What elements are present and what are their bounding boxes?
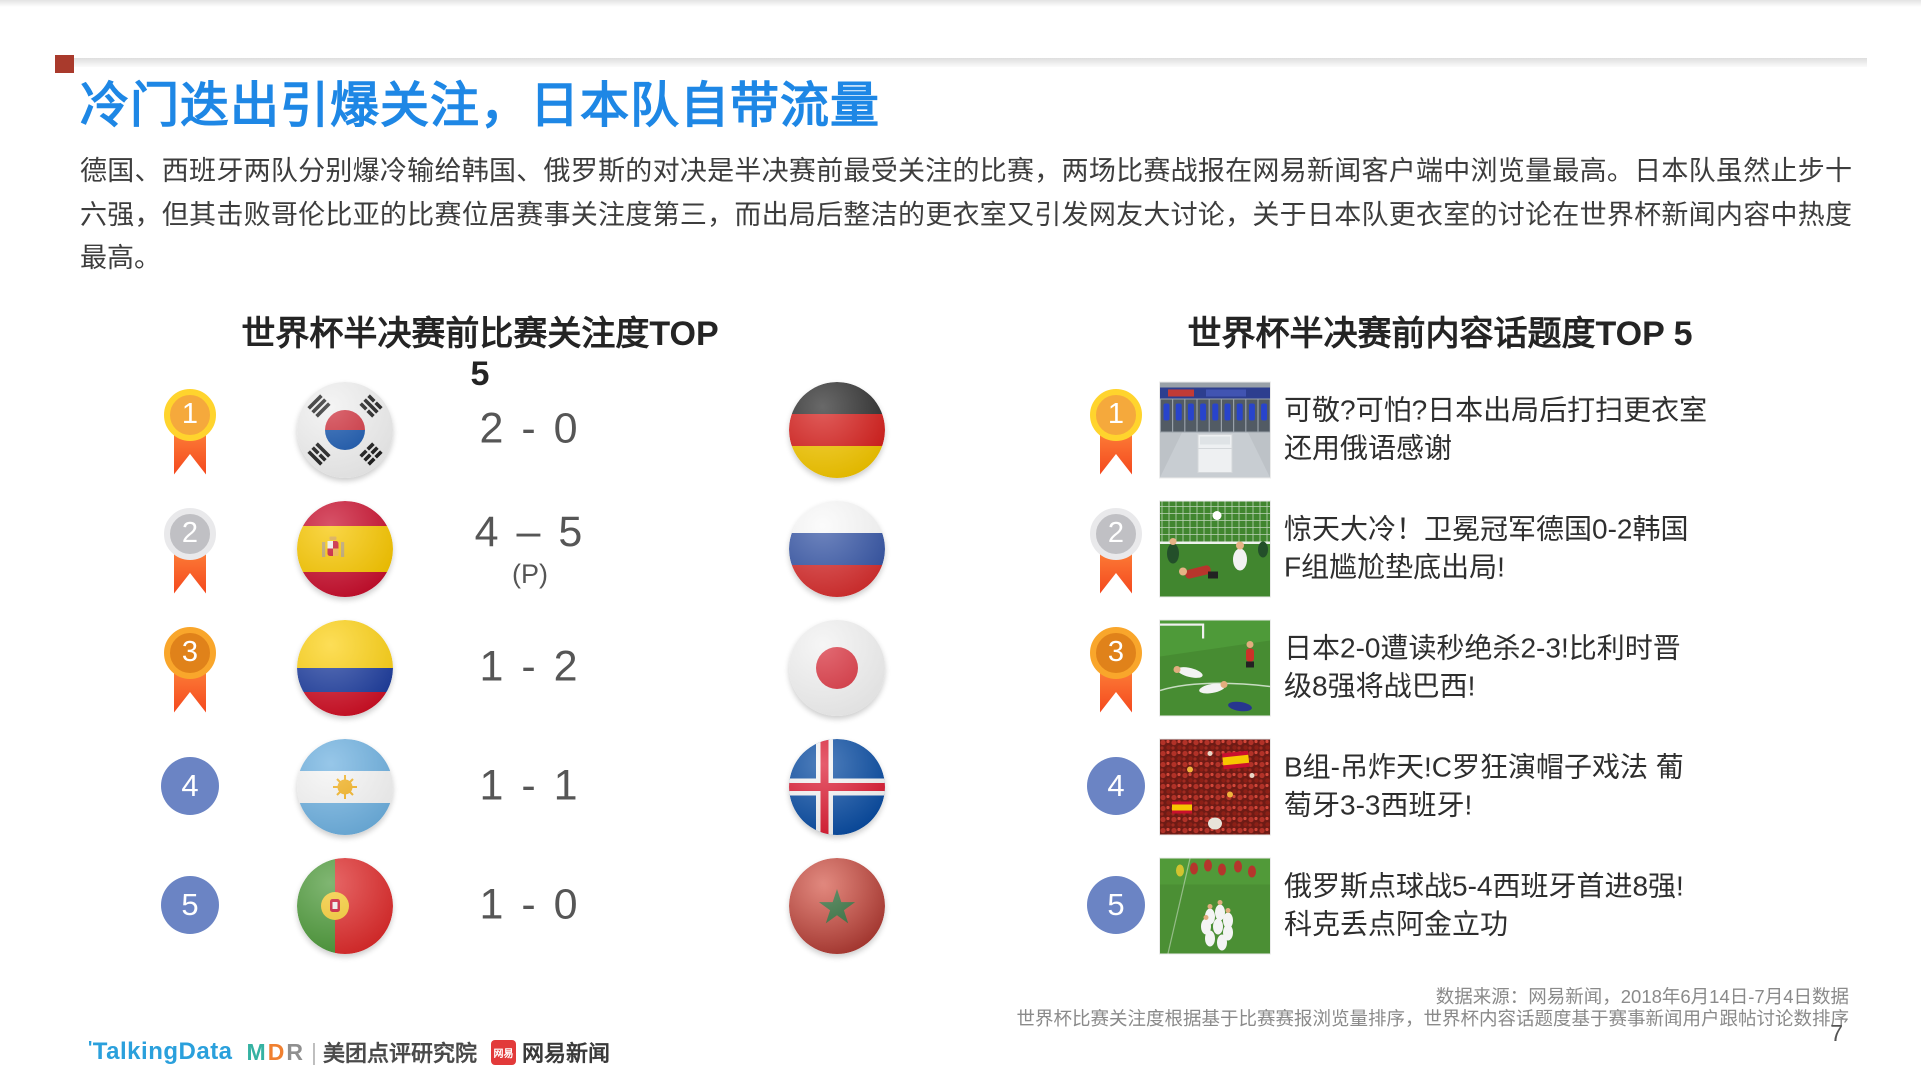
score-block: 2 - 0	[430, 404, 630, 455]
header-accent-line	[55, 58, 1867, 67]
flag-japan-icon	[789, 619, 885, 716]
slide-top-shadow	[0, 0, 1921, 7]
gold-medal-icon: 1	[1084, 388, 1148, 483]
logo-divider: |	[310, 1038, 317, 1065]
netease-news-label: 网易新闻	[521, 1041, 610, 1066]
match-score: 1 - 1	[479, 761, 581, 809]
mdr-letter-d: D	[267, 1038, 285, 1065]
score-block: 4 – 5 (P)	[430, 508, 630, 590]
bronze-medal-icon: 3	[1084, 626, 1148, 721]
talkingdata-tick-icon: '	[88, 1038, 93, 1058]
japan-belgium-photo	[1160, 620, 1270, 715]
rank-4-badge: 4	[158, 756, 222, 817]
news-headline: 俄罗斯点球战5-4西班牙首进8强!科克丢点阿金立功	[1284, 869, 1684, 940]
flag-argentina-icon	[297, 738, 393, 835]
rank-number: 4	[1087, 756, 1145, 815]
mdr-letter-r: R	[286, 1038, 303, 1065]
match-row-4: 4 1 - 1	[0, 727, 1921, 846]
rank-5-badge: 5	[1084, 875, 1148, 936]
netease-badge-icon: 网易	[490, 1039, 516, 1065]
source-line-1: 数据来源：网易新闻，2018年6月14日-7月4日数据	[1435, 986, 1849, 1007]
silver-medal-icon: 2	[1084, 507, 1148, 602]
locker-room-photo	[1160, 382, 1270, 477]
talkingdata-wordmark: TalkingData	[92, 1038, 233, 1065]
summary-paragraph: 德国、西班牙两队分别爆冷输给韩国、俄罗斯的对决是半决赛前最受关注的比赛，两场比赛…	[80, 156, 1852, 274]
rank-4-badge: 4	[1084, 756, 1148, 817]
germany-korea-goal-photo	[1160, 501, 1270, 596]
topic-row-2: 2 惊天大冷！卫冕冠军德国0-2韩国 F组尴尬垫底出局!	[0, 489, 1921, 608]
news-headline: 惊天大冷！卫冕冠军德国0-2韩国 F组尴尬垫底出局!	[1284, 512, 1689, 583]
rank-number: 5	[1087, 875, 1145, 934]
flag-spain-icon	[297, 500, 393, 597]
rank-number: 3	[164, 626, 216, 679]
right-panel-title: 世界杯半决赛前内容话题度TOP 5	[1187, 315, 1693, 353]
score-block: 1 - 2	[430, 642, 630, 693]
match-score: 1 - 2	[479, 642, 581, 690]
score-block: 1 - 0	[430, 880, 630, 931]
match-score: 4 – 5	[474, 507, 586, 556]
meituan-research-label: 美团点评研究院	[322, 1041, 477, 1066]
match-row-5: 5 1 - 0	[0, 846, 1921, 965]
data-source-note: 数据来源：网易新闻，2018年6月14日-7月4日数据 世界杯比赛关注度根据基于…	[1016, 986, 1849, 1030]
news-headline: 可敬?可怕?日本出局后打扫更衣室 还用俄语感谢	[1284, 393, 1708, 464]
flag-iceland-icon	[789, 738, 885, 835]
rank-number: 2	[1090, 507, 1142, 560]
gold-medal-icon: 1	[158, 388, 222, 483]
flag-south-korea-icon	[297, 381, 393, 478]
rank-number: 1	[164, 388, 216, 441]
netease-news-logo: 网易 网易新闻	[490, 1036, 610, 1068]
news-headline: B组-吊炸天!C罗狂演帽子戏法 葡萄牙3-3西班牙!	[1284, 750, 1684, 821]
header-accent-square	[55, 55, 74, 73]
flag-russia-icon	[789, 500, 885, 597]
silver-medal-icon: 2	[158, 507, 222, 602]
match-score: 1 - 0	[479, 880, 581, 928]
russia-celebration-photo	[1160, 858, 1270, 953]
topic-row-1: 1 可敬?可怕?日本出局后打扫更衣室 还用俄语感谢	[0, 370, 1921, 489]
score-block: 1 - 1	[430, 761, 630, 812]
topic-row-5: 5 俄罗斯点球战5-4西班牙首进8强!科克丢点阿金立功	[0, 846, 1921, 965]
source-line-2: 世界杯比赛关注度根据基于比赛赛报浏览量排序，世界杯内容话题度基于赛事新闻用户跟帖…	[1016, 1007, 1849, 1029]
match-row-2: 2 4 – 5 (P)	[0, 489, 1921, 608]
topic-row-3: 3 日本2-0遭读秒绝杀2-3!比利时晋级8强将战巴西!	[0, 608, 1921, 727]
talkingdata-logo: 'TalkingData	[88, 1038, 233, 1066]
page-number: 7	[1830, 1020, 1843, 1046]
rank-number: 4	[161, 756, 219, 815]
rank-number: 2	[164, 507, 216, 560]
rank-number: 1	[1090, 388, 1142, 441]
fans-crowd-photo	[1160, 739, 1270, 834]
news-headline: 日本2-0遭读秒绝杀2-3!比利时晋级8强将战巴西!	[1284, 631, 1681, 702]
page-title: 冷门迭出引爆关注，日本队自带流量	[80, 79, 881, 133]
rank-number: 5	[161, 875, 219, 934]
penalty-note: (P)	[512, 558, 548, 589]
flag-morocco-icon	[789, 857, 885, 954]
mdr-letter-m: M	[246, 1038, 266, 1065]
match-row-1: 1 2 - 0	[0, 370, 1921, 489]
bronze-medal-icon: 3	[158, 626, 222, 721]
rank-5-badge: 5	[158, 875, 222, 936]
left-panel-title: 世界杯半决赛前比赛关注度TOP 5	[241, 315, 719, 393]
topic-row-4: 4 B组-吊炸天!C罗狂演帽子戏法 葡萄牙3-3西班牙!	[0, 727, 1921, 846]
match-score: 2 - 0	[479, 404, 581, 452]
rank-number: 3	[1090, 626, 1142, 679]
match-row-3: 3 1 - 2	[0, 608, 1921, 727]
